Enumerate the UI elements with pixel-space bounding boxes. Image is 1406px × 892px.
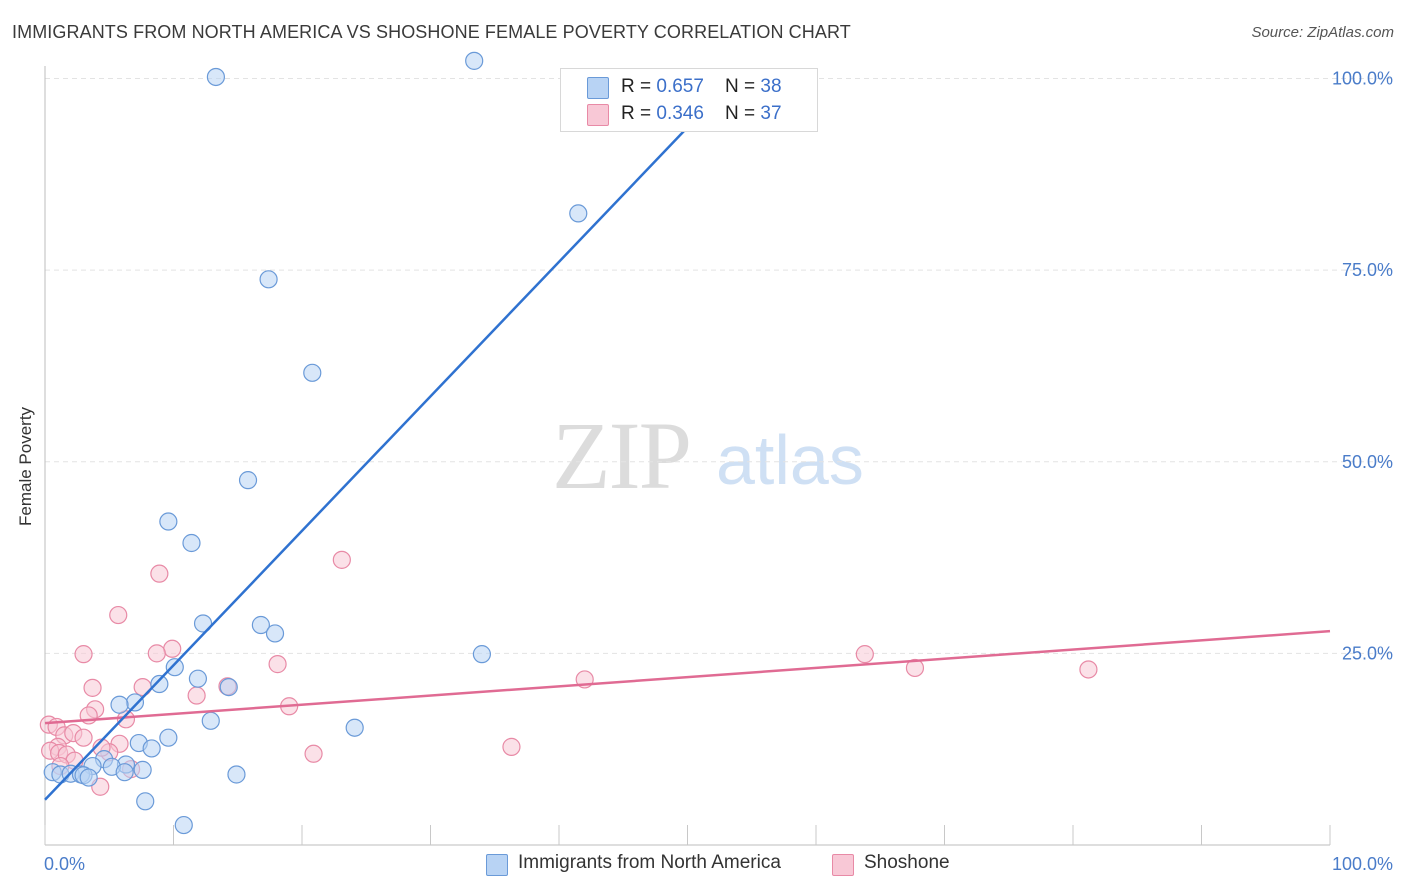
- legend-n-value: 38: [760, 76, 782, 97]
- point-shoshone: [74, 728, 93, 747]
- point-shoshone: [163, 639, 182, 658]
- chart-title: IMMIGRANTS FROM NORTH AMERICA VS SHOSHON…: [12, 22, 851, 42]
- point-shoshone: [109, 605, 128, 625]
- point-shoshone: [268, 655, 287, 674]
- point-shoshone: [905, 658, 925, 678]
- point-immigrants: [227, 765, 246, 784]
- legend-swatch-immigrants: [587, 77, 609, 99]
- point-immigrants: [188, 669, 208, 688]
- point-immigrants: [125, 693, 145, 712]
- point-immigrants: [303, 363, 322, 382]
- point-immigrants: [569, 204, 588, 223]
- point-immigrants: [133, 760, 152, 779]
- bottom-legend-swatch-shoshone: [832, 854, 854, 876]
- point-shoshone: [1079, 660, 1098, 679]
- y-axis-label: Female Poverty: [16, 406, 35, 526]
- point-immigrants: [206, 67, 226, 87]
- point-immigrants: [159, 512, 178, 531]
- point-immigrants: [193, 614, 213, 633]
- point-shoshone: [304, 744, 323, 763]
- point-immigrants: [174, 815, 193, 835]
- watermark-zip: ZIP: [552, 402, 692, 509]
- point-immigrants: [182, 533, 201, 553]
- x-tick-label: 100.0%: [1332, 854, 1393, 874]
- point-shoshone: [855, 645, 874, 664]
- point-immigrants: [465, 51, 484, 70]
- point-immigrants: [165, 658, 184, 677]
- point-shoshone: [83, 678, 102, 697]
- source-label: Source: ZipAtlas.com: [1251, 24, 1394, 41]
- point-immigrants: [159, 728, 178, 747]
- point-shoshone: [332, 550, 351, 569]
- point-shoshone: [74, 645, 93, 664]
- correlation-legend: R = 0.657 N = 38 R = 0.346 N = 37: [560, 68, 818, 132]
- legend-n-label: N =: [725, 103, 761, 124]
- y-tick-label: 50.0%: [1342, 452, 1393, 472]
- watermark-atlas: atlas: [716, 421, 864, 499]
- x-tick-label: 0.0%: [44, 854, 85, 874]
- y-tick-label: 100.0%: [1332, 69, 1393, 89]
- trendline-shoshone: [44, 629, 1331, 725]
- point-immigrants: [150, 674, 169, 694]
- point-shoshone: [187, 686, 206, 705]
- point-immigrants: [79, 768, 98, 787]
- point-immigrants: [219, 678, 238, 697]
- bottom-legend-label-immigrants: Immigrants from North America: [518, 852, 781, 873]
- legend-r-label: R =: [621, 103, 657, 124]
- y-tick-label: 75.0%: [1342, 260, 1393, 280]
- legend-n-value: 37: [760, 103, 782, 124]
- point-immigrants: [142, 739, 161, 758]
- point-immigrants: [265, 624, 285, 643]
- point-immigrants: [115, 763, 134, 782]
- point-immigrants: [110, 695, 129, 714]
- trendline-immigrants: [44, 119, 695, 801]
- point-immigrants: [472, 645, 491, 664]
- point-shoshone: [150, 564, 169, 583]
- y-tick-label: 25.0%: [1342, 643, 1393, 663]
- point-immigrants: [238, 471, 258, 490]
- legend-swatch-shoshone: [587, 104, 609, 126]
- point-immigrants: [201, 711, 220, 730]
- point-shoshone: [147, 644, 166, 663]
- legend-n-label: N =: [725, 76, 761, 97]
- legend-r-value: 0.346: [656, 103, 704, 124]
- bottom-legend-label-shoshone: Shoshone: [864, 852, 950, 873]
- legend-r-label: R =: [621, 76, 657, 97]
- point-shoshone: [502, 737, 521, 756]
- point-immigrants: [345, 718, 364, 737]
- point-immigrants: [259, 270, 278, 289]
- legend-r-value: 0.657: [656, 76, 704, 97]
- bottom-legend-swatch-immigrants: [486, 854, 508, 876]
- point-immigrants: [251, 615, 270, 635]
- point-immigrants: [136, 792, 155, 811]
